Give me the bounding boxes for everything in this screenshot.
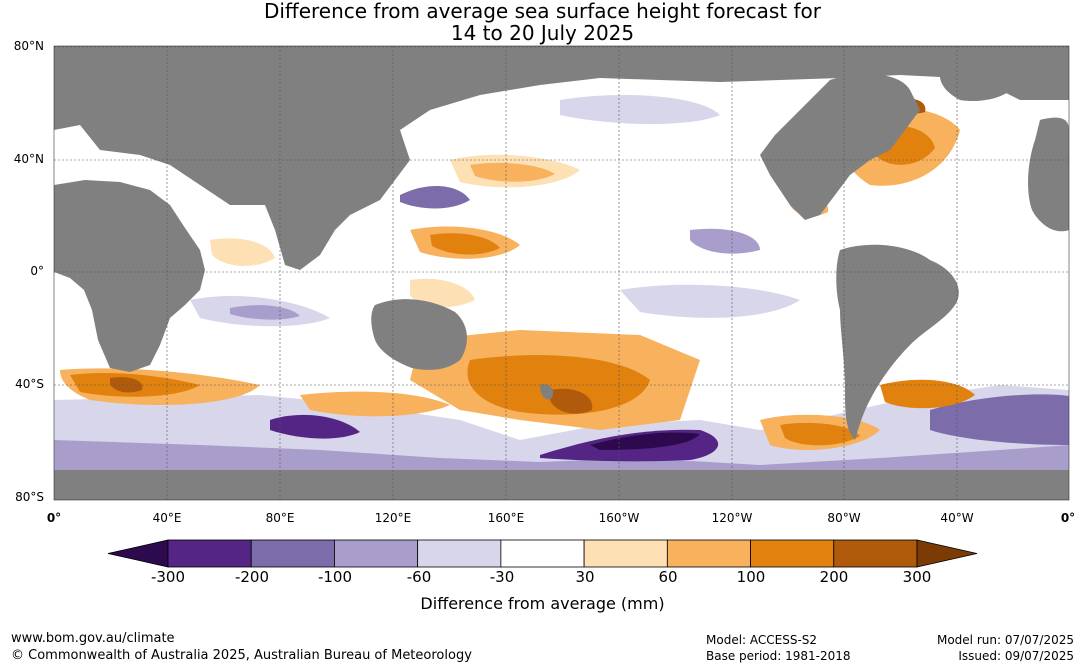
colorbar-segment bbox=[666, 539, 751, 568]
africa-landmass bbox=[54, 180, 205, 372]
lon-label-0-west-edge: 0° bbox=[46, 511, 62, 525]
land-masses bbox=[54, 46, 1069, 500]
colorbar-tick: -100 bbox=[317, 568, 353, 586]
colorbar-segment bbox=[417, 539, 502, 568]
lon-label-80e: 80°E bbox=[265, 511, 295, 525]
colorbar-segment bbox=[167, 539, 252, 568]
colorbar-tick: 200 bbox=[819, 568, 849, 586]
north-america-landmass bbox=[760, 74, 920, 220]
title-line-1: Difference from average sea surface heig… bbox=[263, 0, 822, 23]
lon-label-0-east-edge: 0° bbox=[1060, 511, 1076, 525]
map-panel bbox=[54, 46, 1069, 500]
footer-copyright: © Commonwealth of Australia 2025, Austra… bbox=[11, 648, 472, 663]
map-frame bbox=[53, 45, 1070, 501]
colorbar-segment bbox=[250, 539, 335, 568]
colorbar-tick: -30 bbox=[489, 568, 515, 586]
colorbar-extend-min bbox=[107, 539, 169, 568]
lat-label-40n: 40°N bbox=[13, 152, 44, 166]
lon-label-40e: 40°E bbox=[152, 511, 182, 525]
lat-label-80s: 80°S bbox=[15, 490, 44, 504]
colorbar-segment bbox=[583, 539, 668, 568]
europe-landmass-edge bbox=[1028, 117, 1069, 232]
colorbar-tick: 30 bbox=[575, 568, 595, 586]
colorbar-segment bbox=[500, 539, 585, 568]
colorbar bbox=[107, 539, 978, 568]
lon-label-120e: 120°E bbox=[374, 511, 412, 525]
colorbar-extend-max bbox=[916, 539, 978, 568]
lat-label-0: 0° bbox=[30, 264, 44, 278]
northern-landmass bbox=[54, 46, 1069, 270]
footer-model: Model: ACCESS-S2 bbox=[706, 633, 818, 647]
colorbar-tick: -300 bbox=[150, 568, 186, 586]
colorbar-tick: 60 bbox=[658, 568, 678, 586]
antarctica-landmass bbox=[54, 470, 1069, 500]
map-gridlines bbox=[54, 46, 1069, 500]
map-title: Difference from average sea surface heig… bbox=[0, 0, 1085, 44]
footer-base-period: Base period: 1981-2018 bbox=[706, 649, 851, 663]
lon-label-120w: 120°W bbox=[711, 511, 753, 525]
footer-issued: Issued: 09/07/2025 bbox=[958, 649, 1074, 663]
footer-model-run: Model run: 07/07/2025 bbox=[936, 633, 1074, 647]
south-america-landmass bbox=[836, 244, 959, 440]
colorbar-label: Difference from average (mm) bbox=[420, 594, 665, 613]
lon-label-160e: 160°E bbox=[487, 511, 525, 525]
lon-label-40w: 40°W bbox=[940, 511, 974, 525]
lat-label-40s: 40°S bbox=[15, 377, 44, 391]
colorbar-segment bbox=[833, 539, 918, 568]
colorbar-tick: 300 bbox=[902, 568, 932, 586]
australia-landmass bbox=[371, 299, 467, 370]
lon-label-160w: 160°W bbox=[598, 511, 640, 525]
lat-label-80n: 80°N bbox=[13, 39, 44, 53]
title-line-2: 14 to 20 July 2025 bbox=[450, 21, 635, 45]
colorbar-segment bbox=[750, 539, 835, 568]
colorbar-tick: -60 bbox=[406, 568, 432, 586]
footer-url: www.bom.gov.au/climate bbox=[11, 631, 175, 646]
new-zealand-landmass bbox=[540, 384, 554, 400]
lon-label-80w: 80°W bbox=[827, 511, 861, 525]
colorbar-tick: 100 bbox=[736, 568, 766, 586]
greenland-landmass bbox=[939, 64, 1020, 102]
colorbar-tick: -200 bbox=[234, 568, 270, 586]
colorbar-segment bbox=[334, 539, 419, 568]
